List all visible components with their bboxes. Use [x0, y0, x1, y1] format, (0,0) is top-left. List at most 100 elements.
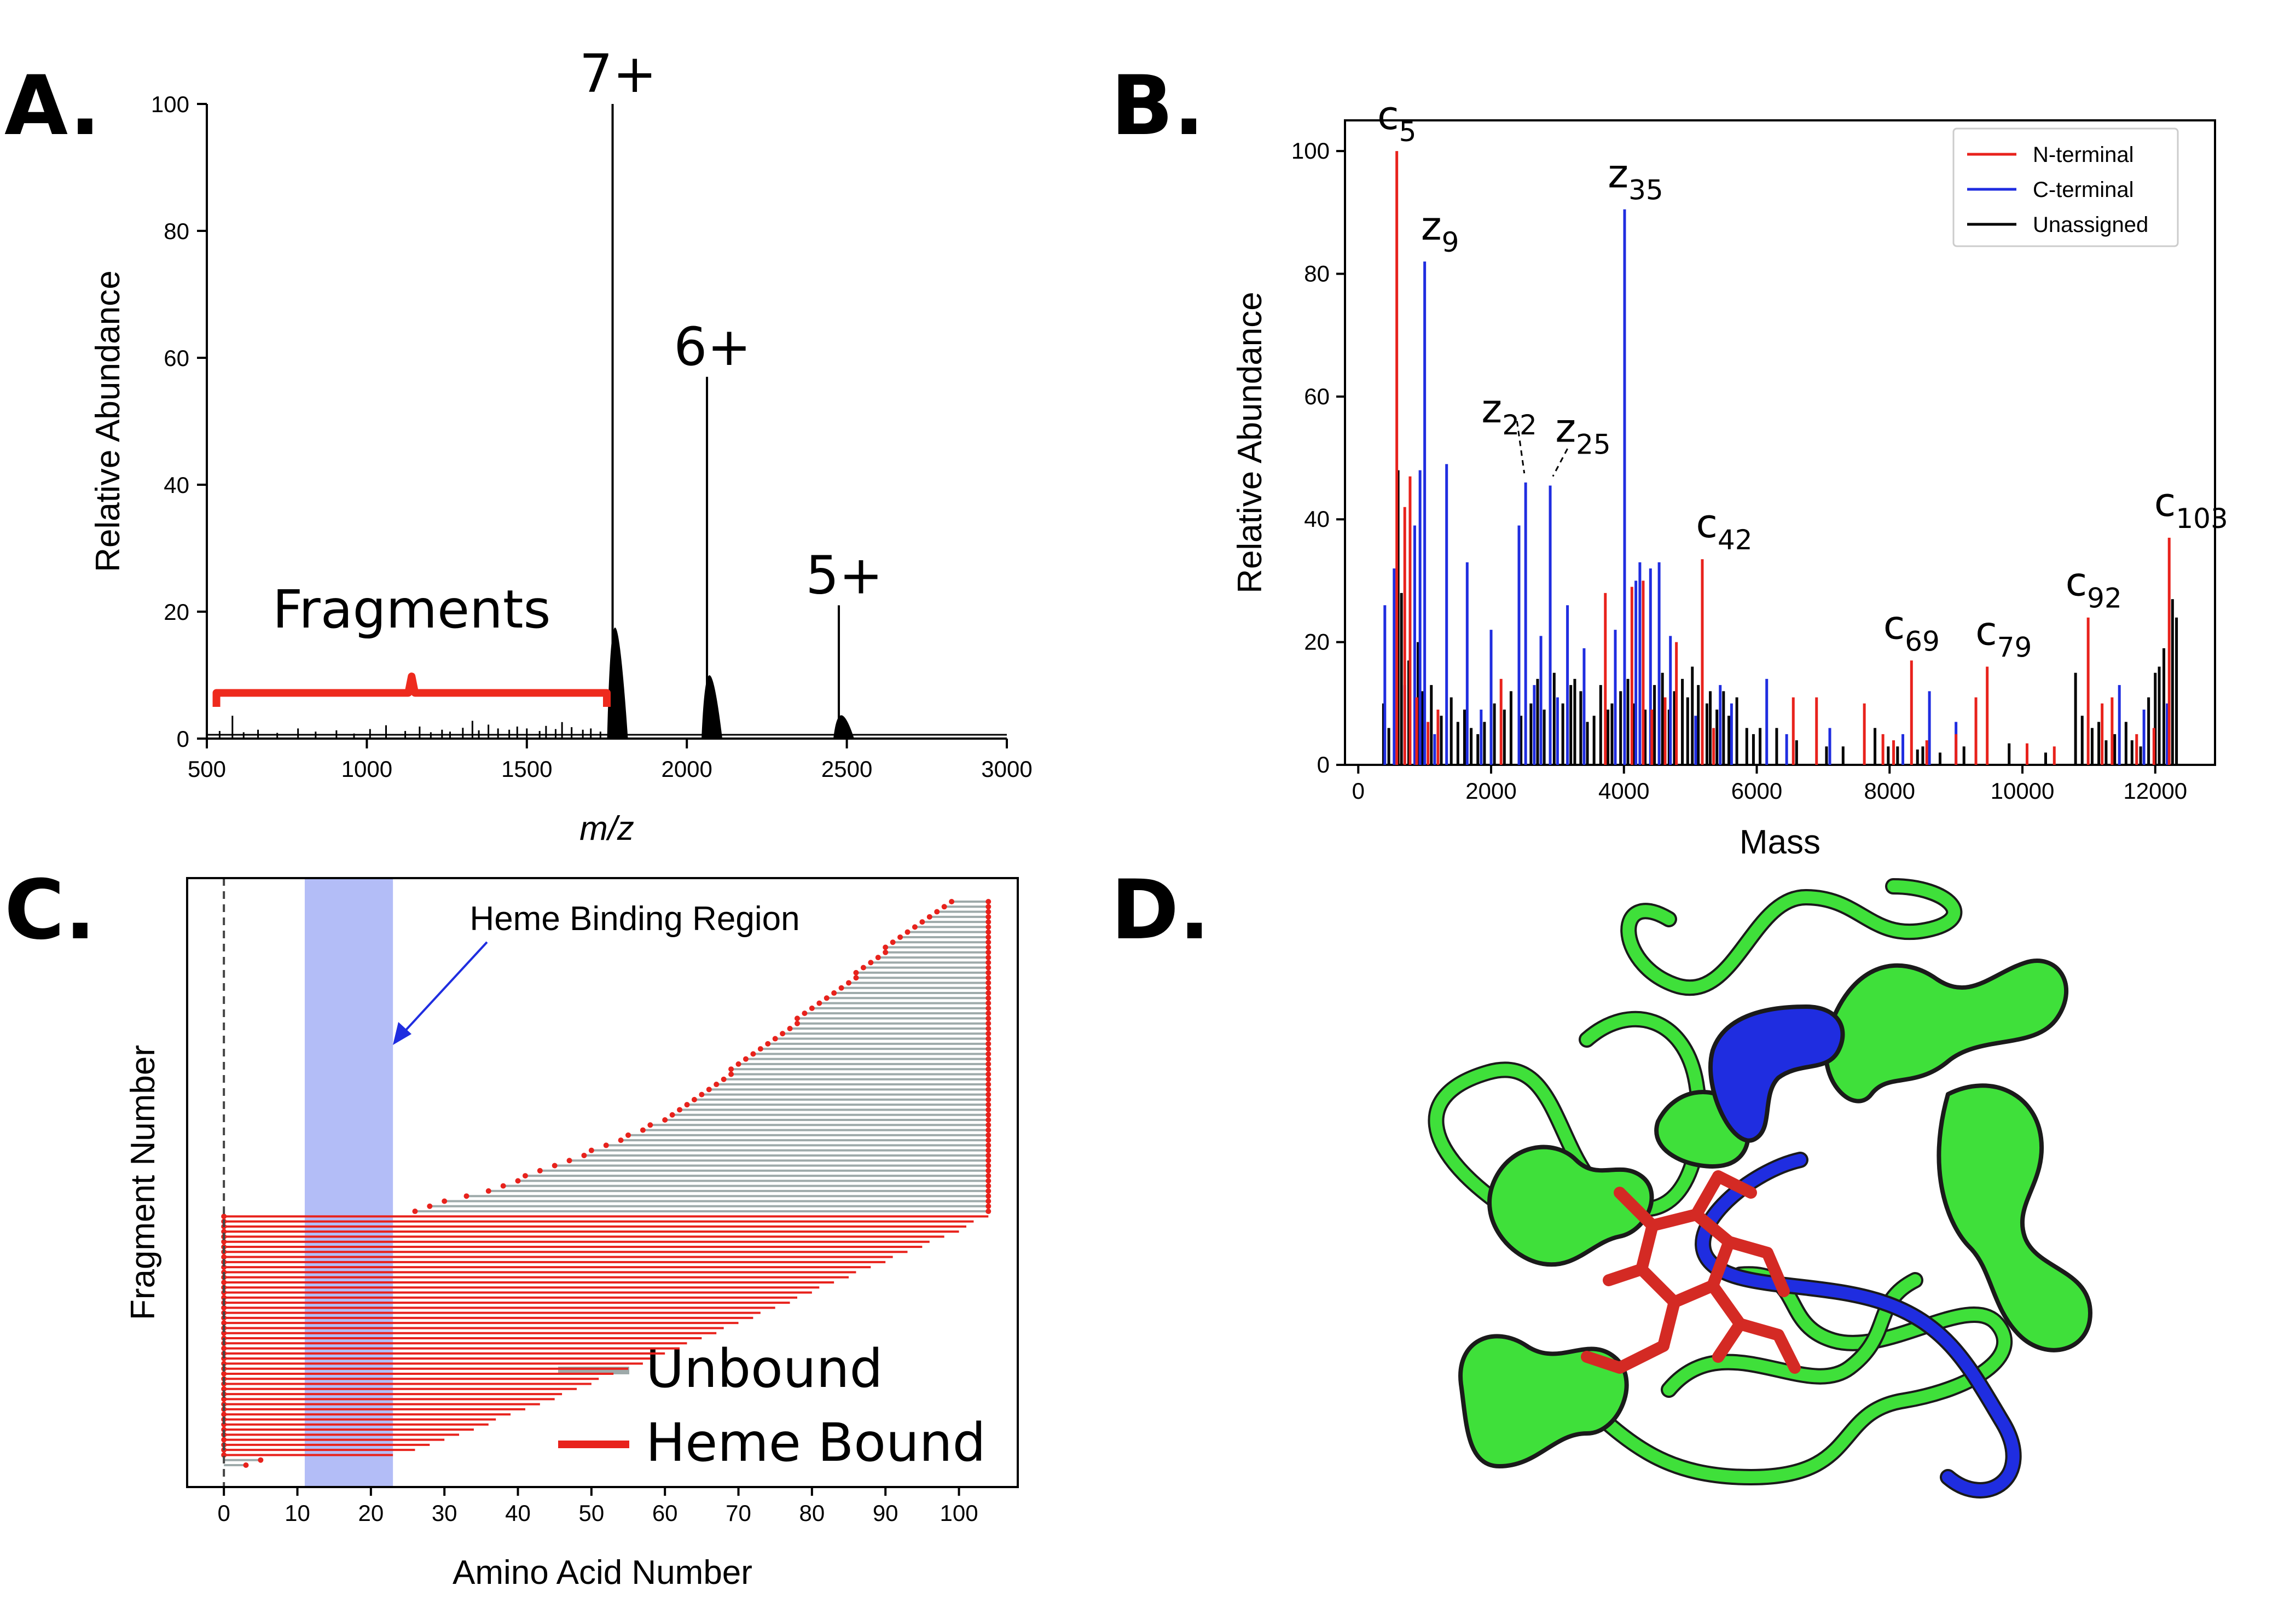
fragment-start-marker [949, 899, 955, 904]
panel-c-letter: C. [4, 863, 96, 958]
fragment-end-marker [985, 1209, 992, 1215]
fragment-end-marker [985, 1020, 992, 1026]
fragment-end-marker [985, 1168, 992, 1174]
fragment-start-marker [221, 1320, 227, 1326]
panel-b-x-tick-label: 8000 [1864, 778, 1915, 804]
fragment-end-marker [985, 1203, 992, 1209]
fragment-start-marker [934, 909, 940, 915]
fragment-start-marker [883, 949, 889, 955]
fragment-end-marker [985, 1112, 992, 1118]
fragment-start-marker [221, 1345, 227, 1351]
fragment-start-marker [919, 919, 925, 925]
panel-a-x-tick-label: 2000 [661, 756, 712, 782]
panel-a-charge-label: 6+ [674, 316, 751, 378]
panel-a-y-tick-label: 100 [151, 91, 189, 117]
panel-a-y-tick-label: 0 [177, 726, 189, 752]
protein-helix-blue [1708, 1004, 1845, 1143]
panel-a-x-axis-label: m/z [579, 810, 634, 847]
panel-b-ion-label: c92 [2066, 559, 2122, 614]
fragment-start-marker [669, 1112, 675, 1118]
fragment-end-marker [985, 1046, 992, 1052]
fragment-start-marker [868, 960, 874, 966]
fragment-end-marker [243, 1462, 249, 1468]
fragment-end-marker [985, 1066, 992, 1072]
fragment-start-marker [706, 1087, 712, 1093]
fragment-start-marker [221, 1412, 227, 1418]
fragment-end-marker [985, 1193, 992, 1199]
fragment-end-marker [985, 1137, 992, 1143]
panel-b-ion-label: c5 [1377, 92, 1416, 148]
fragment-start-marker [691, 1096, 697, 1102]
panel-b-ion-label: c79 [1975, 608, 2032, 663]
panel-b-fragment-spectrum: Relative Abundance Mass N-terminal C-ter… [1231, 92, 2228, 861]
heme-group [1581, 1170, 1801, 1374]
panel-c-x-axis-label: Amino Acid Number [453, 1554, 752, 1592]
fragment-start-marker [750, 1051, 756, 1057]
fragment-end-marker [985, 1132, 992, 1138]
fragment-end-marker [985, 1096, 992, 1102]
legend-label-n-terminal: N-terminal [2033, 143, 2133, 167]
panel-b-legend: N-terminal C-terminal Unassigned [1952, 127, 2179, 247]
fragment-start-marker [721, 1076, 727, 1082]
fragment-end-marker [985, 1107, 992, 1113]
fragment-start-marker [912, 924, 918, 930]
fragment-end-marker [985, 904, 992, 910]
panel-c-x-tick-label: 90 [873, 1500, 898, 1526]
panel-b-x-axis-label: Mass [1740, 823, 1820, 861]
protein-structure-illustration [1428, 878, 2092, 1499]
panel-b-x-tick-label: 0 [1352, 778, 1365, 804]
fragment-end-marker [985, 1041, 992, 1047]
fragment-end-marker [985, 1122, 992, 1128]
fragment-end-marker [985, 934, 992, 940]
fragment-start-marker [221, 1239, 227, 1245]
fragment-start-marker [838, 985, 844, 991]
fragment-start-marker [809, 1005, 815, 1011]
fragment-end-marker [985, 944, 992, 950]
fragment-end-marker [985, 914, 992, 920]
fragment-end-marker [985, 1158, 992, 1164]
panel-a-x-tick-label: 3000 [981, 756, 1032, 782]
fragment-end-marker [258, 1457, 264, 1463]
fragment-start-marker [412, 1209, 418, 1215]
panel-c-legend: Unbound Heme Bound [558, 1338, 986, 1473]
protein-helix-green-3 [1458, 1334, 1629, 1468]
panel-a-peak-envelope [607, 628, 628, 739]
fragment-start-marker [875, 955, 881, 961]
fragment-start-marker [684, 1102, 690, 1108]
fragment-end-marker [985, 1082, 992, 1088]
panel-c-x-tick-label: 20 [358, 1500, 384, 1526]
fragment-end-marker [985, 1015, 992, 1021]
fragment-end-marker [985, 919, 992, 925]
fragment-start-marker [757, 1046, 763, 1052]
fragment-end-marker [985, 1117, 992, 1123]
fragment-end-marker [985, 1025, 992, 1031]
fragments-label: Fragments [272, 579, 551, 640]
panel-b-y-tick-label: 20 [1304, 629, 1330, 655]
fragment-start-marker [728, 1071, 734, 1077]
panel-c-y-axis-label: Fragment Number [124, 1045, 162, 1320]
fragment-end-marker [985, 1163, 992, 1169]
fragment-start-marker [853, 975, 859, 981]
fragment-end-marker [985, 1000, 992, 1006]
fragment-end-marker [985, 1076, 992, 1082]
fragment-start-marker [221, 1254, 227, 1260]
fragment-end-marker [985, 924, 992, 930]
panel-a-charge-label: 7+ [579, 43, 657, 104]
fragment-start-marker [662, 1117, 668, 1123]
legend-label-heme-bound: Heme Bound [646, 1412, 986, 1473]
heme-region-arrowhead [393, 1022, 411, 1045]
panel-a-y-tick-label: 20 [164, 599, 189, 625]
panel-a-x-tick-label: 500 [188, 756, 226, 782]
fragment-start-marker [221, 1396, 227, 1402]
fragment-start-marker [485, 1188, 491, 1194]
fragment-start-marker [794, 1015, 800, 1021]
panel-d-letter: D. [1111, 863, 1210, 958]
panel-b-plot-frame [1344, 119, 2216, 766]
fragment-start-marker [221, 1279, 227, 1285]
fragment-start-marker [221, 1370, 227, 1377]
fragment-end-marker [985, 955, 992, 961]
fragment-start-marker [515, 1178, 521, 1184]
fragment-end-marker [985, 1102, 992, 1108]
heme-region-arrow [401, 941, 488, 1035]
fragment-start-marker [860, 965, 866, 971]
